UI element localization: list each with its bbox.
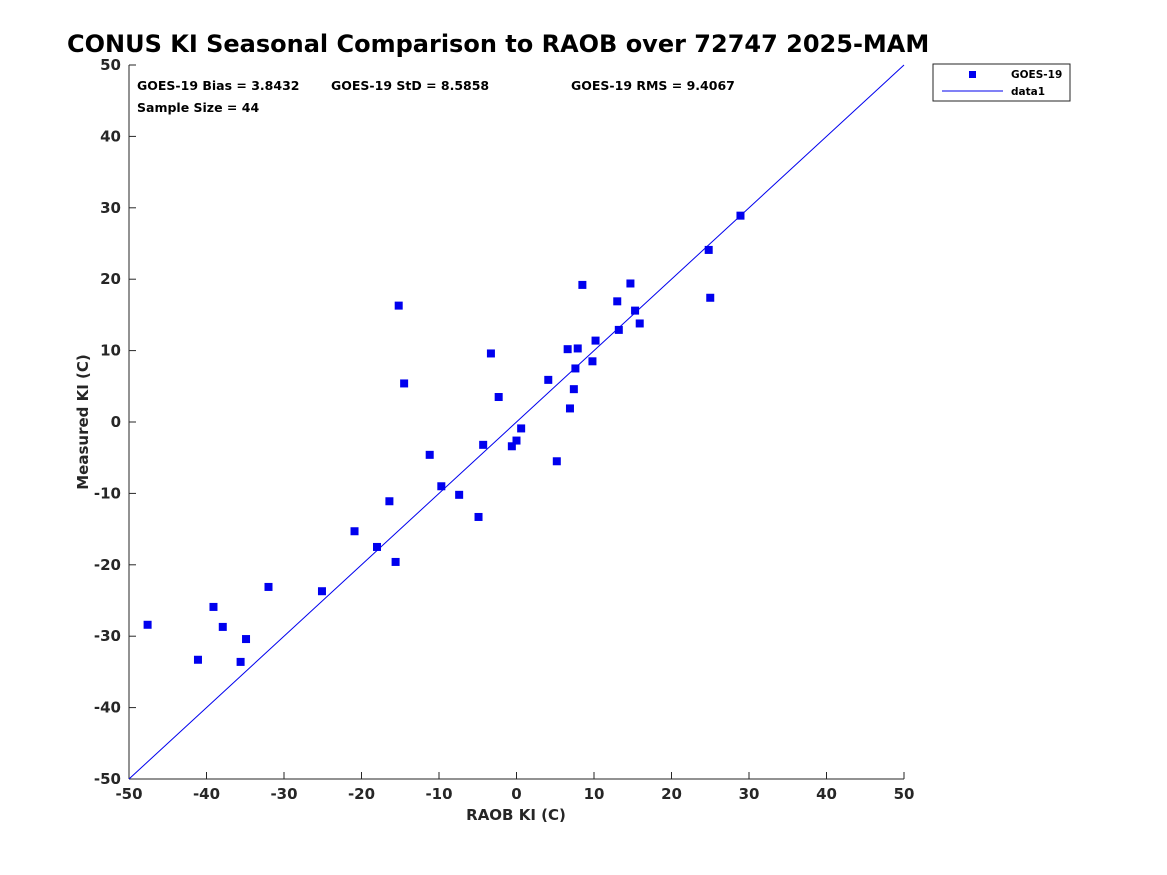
y-tick-label: -30 — [94, 627, 121, 645]
series-goes19-points — [143, 211, 745, 666]
data-point — [437, 482, 446, 491]
data-point — [626, 279, 635, 288]
data-point — [218, 622, 227, 631]
y-tick-label: -40 — [94, 699, 121, 717]
data-point — [474, 512, 483, 521]
x-tick-label: -20 — [348, 785, 375, 803]
data-point — [517, 424, 526, 433]
data-point — [425, 450, 434, 459]
x-tick-label: -50 — [115, 785, 142, 803]
legend-marker-icon — [969, 71, 976, 78]
data-point — [573, 344, 582, 353]
data-point — [143, 620, 152, 629]
legend-label-data1: data1 — [1011, 86, 1045, 98]
data-point — [394, 301, 403, 310]
data-point — [544, 375, 553, 384]
chart-title: CONUS KI Seasonal Comparison to RAOB ove… — [67, 30, 929, 58]
y-tick-label: 0 — [111, 413, 121, 431]
data-point — [512, 436, 521, 445]
y-tick-label: 10 — [100, 342, 121, 360]
data-point — [613, 297, 622, 306]
data-point — [704, 245, 713, 254]
stat-bias: GOES-19 Bias = 3.8432 — [137, 78, 299, 93]
data-point — [317, 587, 326, 596]
x-tick-label: 50 — [894, 785, 915, 803]
data-point — [264, 582, 273, 591]
data-point — [588, 357, 597, 366]
y-tick-label: -20 — [94, 556, 121, 574]
data-point — [614, 325, 623, 334]
legend-box — [932, 63, 1071, 102]
x-tick-label: 40 — [816, 785, 837, 803]
data-point — [455, 490, 464, 499]
stat-std: GOES-19 StD = 8.5858 — [331, 78, 489, 93]
data-point — [350, 527, 359, 536]
data-point — [400, 379, 409, 388]
legend-label-goes19: GOES-19 — [1011, 69, 1062, 81]
x-tick-label: -40 — [193, 785, 220, 803]
data-point — [391, 557, 400, 566]
data-point — [565, 404, 574, 413]
x-tick-group: -50 -40 -30 -20 -10 0 10 20 30 40 50 — [115, 772, 914, 803]
x-tick-label: 30 — [739, 785, 760, 803]
x-axis-label: RAOB KI (C) — [466, 806, 566, 824]
data-point — [236, 657, 245, 666]
y-axis-label: Measured KI (C) — [74, 354, 92, 490]
data-point — [385, 497, 394, 506]
data-point — [578, 280, 587, 289]
y-tick-group: 50 40 30 20 10 0 -10 -20 -30 -40 -50 — [94, 56, 136, 788]
x-tick-label: -30 — [270, 785, 297, 803]
y-tick-label: 20 — [100, 270, 121, 288]
x-tick-label: 10 — [584, 785, 605, 803]
data-point — [563, 345, 572, 354]
y-tick-label: 30 — [100, 199, 121, 217]
data-point — [631, 306, 640, 315]
data-point — [706, 293, 715, 302]
x-tick-label: 20 — [661, 785, 682, 803]
data-point — [569, 385, 578, 394]
y-tick-label: 50 — [100, 56, 121, 74]
data-point — [494, 393, 503, 402]
x-tick-label: -10 — [425, 785, 452, 803]
data-point — [479, 440, 488, 449]
data-point — [486, 349, 495, 358]
data-point — [635, 319, 644, 328]
data-point — [736, 211, 745, 220]
series-data1-line — [128, 64, 905, 780]
data-point — [193, 655, 202, 664]
data-point — [552, 457, 561, 466]
y-tick-label: -10 — [94, 484, 121, 502]
data-point — [591, 336, 600, 345]
y-tick-label: 40 — [100, 127, 121, 145]
x-tick-label: 0 — [511, 785, 521, 803]
stat-rms: GOES-19 RMS = 9.4067 — [571, 78, 735, 93]
data-point — [373, 542, 381, 551]
data-point — [209, 602, 218, 611]
data-point — [571, 364, 580, 373]
legend: GOES-19 data1 — [932, 63, 1071, 102]
y-tick-label: -50 — [94, 770, 121, 788]
data-point — [507, 442, 516, 451]
stat-sample-size: Sample Size = 44 — [137, 100, 259, 115]
data-point — [242, 635, 251, 644]
